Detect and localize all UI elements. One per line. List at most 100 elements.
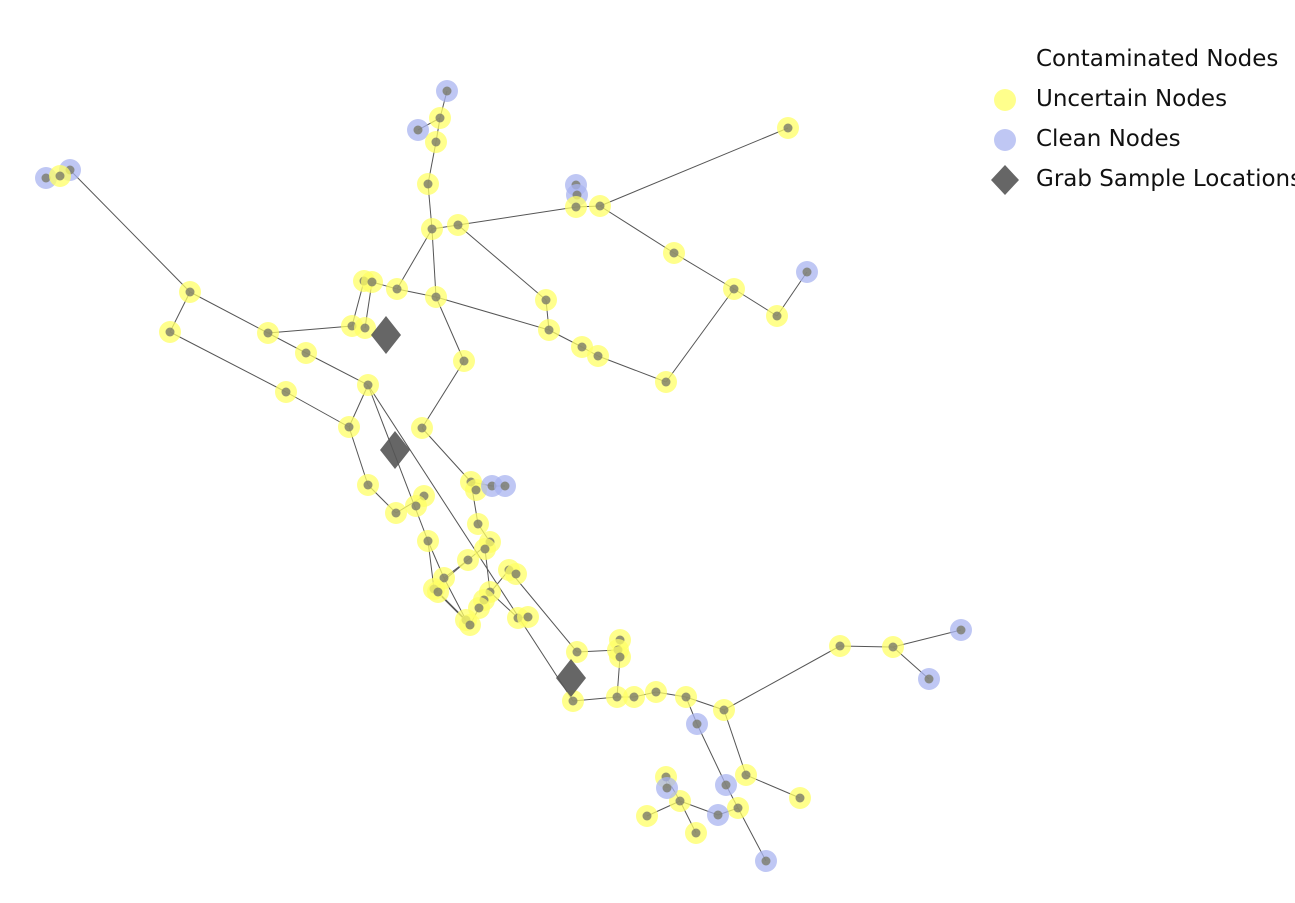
uncertain-node (385, 502, 407, 524)
grab-sample-marker (556, 659, 586, 697)
uncertain-node (735, 764, 757, 786)
pipe-edge (189, 291, 307, 354)
uncertain-node (829, 635, 851, 657)
uncertain-node (589, 195, 611, 217)
clean-node (407, 119, 429, 141)
uncertain-node (338, 416, 360, 438)
uncertain-node (425, 131, 447, 153)
clean-node (796, 261, 818, 283)
uncertain-node (457, 549, 479, 571)
uncertain-node (386, 278, 408, 300)
pipe-edge (69, 169, 191, 293)
uncertain-node (257, 322, 279, 344)
uncertain-node (789, 787, 811, 809)
pipe-edge (673, 252, 735, 290)
uncertain-node (411, 417, 433, 439)
pipe-edge (431, 228, 437, 298)
clean-node (950, 619, 972, 641)
pipe-edge (723, 645, 841, 711)
pipe-edge (723, 709, 747, 776)
uncertain-node (538, 319, 560, 341)
uncertain-node (636, 805, 658, 827)
uncertain-node (663, 242, 685, 264)
uncertain-node (421, 218, 443, 240)
pipe-edges (69, 90, 962, 862)
clean-node (686, 713, 708, 735)
uncertain-node-swatch (994, 89, 1016, 111)
uncertain-node (49, 165, 71, 187)
uncertain-node (425, 286, 447, 308)
uncertain-node (179, 281, 201, 303)
uncertain-node (571, 336, 593, 358)
grab-sample-swatch (991, 165, 1019, 195)
uncertain-node (566, 641, 588, 663)
uncertain-node (587, 345, 609, 367)
uncertain-node (505, 563, 527, 585)
clean-node (707, 804, 729, 826)
uncertain-node (354, 317, 376, 339)
uncertain-node (467, 513, 489, 535)
uncertain-node (357, 474, 379, 496)
uncertain-node (645, 681, 667, 703)
uncertain-node (609, 646, 631, 668)
uncertain-node (275, 381, 297, 403)
pipe-edge (457, 206, 577, 226)
grab-sample-marker (380, 431, 410, 469)
pipe-edge (421, 360, 465, 429)
uncertain-node (565, 196, 587, 218)
legend-label-contaminated: Contaminated Nodes (1036, 46, 1279, 72)
pipe-edge (169, 331, 287, 393)
pipe-edge (435, 296, 550, 331)
pipe-edge (457, 224, 547, 301)
uncertain-node (427, 581, 449, 603)
uncertain-node (417, 530, 439, 552)
uncertain-node (882, 636, 904, 658)
grab-sample-markers (371, 316, 586, 697)
uncertain-node (447, 214, 469, 236)
uncertain-node (675, 686, 697, 708)
uncertain-node (453, 350, 475, 372)
legend-label-clean: Clean Nodes (1036, 126, 1181, 152)
uncertain-node (357, 374, 379, 396)
uncertain-node (606, 686, 628, 708)
uncertain-node (459, 614, 481, 636)
uncertain-node (295, 342, 317, 364)
uncertain-node (713, 699, 735, 721)
clean-node (918, 668, 940, 690)
pipe-edge (367, 384, 574, 702)
clean-node (715, 774, 737, 796)
pipe-edge (892, 629, 962, 648)
uncertain-node (623, 686, 645, 708)
pipe-edge (421, 427, 472, 483)
pipe-edge (599, 127, 789, 207)
uncertain-node (655, 371, 677, 393)
pipe-edge (665, 288, 735, 383)
clean-node (494, 475, 516, 497)
uncertain-node (361, 271, 383, 293)
uncertain-node (535, 289, 557, 311)
clean-node (656, 777, 678, 799)
uncertain-node (405, 495, 427, 517)
uncertain-node (429, 107, 451, 129)
grab-sample-marker (371, 316, 401, 354)
clean-node-swatch (994, 129, 1016, 151)
clean-node (436, 80, 458, 102)
uncertain-node (723, 278, 745, 300)
legend-label-uncertain: Uncertain Nodes (1036, 86, 1228, 112)
uncertain-node (685, 822, 707, 844)
uncertain-node (727, 797, 749, 819)
uncertain-node (562, 690, 584, 712)
pipe-edge (435, 296, 465, 362)
uncertain-node (766, 305, 788, 327)
uncertain-node (159, 321, 181, 343)
network-nodes (35, 80, 972, 872)
pipe-edge (597, 355, 667, 383)
pipe-edge (267, 325, 353, 334)
pipe-edge (696, 723, 727, 786)
pipe-edge (285, 391, 350, 428)
uncertain-node (474, 538, 496, 560)
pipe-edge (599, 205, 675, 254)
uncertain-node (777, 117, 799, 139)
uncertain-node (517, 606, 539, 628)
